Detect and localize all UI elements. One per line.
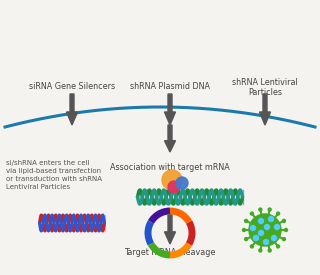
Text: siRNA Gene Silencers: siRNA Gene Silencers (29, 82, 115, 91)
Circle shape (249, 214, 281, 246)
FancyArrow shape (164, 215, 175, 244)
Circle shape (259, 249, 262, 252)
Circle shape (284, 229, 287, 232)
Circle shape (265, 224, 269, 230)
Circle shape (263, 240, 268, 244)
Text: Association with target mRNA: Association with target mRNA (110, 163, 230, 172)
Circle shape (162, 170, 182, 190)
Circle shape (259, 208, 262, 211)
Circle shape (268, 208, 271, 211)
Circle shape (275, 224, 279, 230)
FancyArrow shape (67, 94, 77, 125)
Circle shape (283, 219, 285, 222)
Circle shape (251, 212, 253, 215)
Circle shape (244, 238, 248, 241)
FancyArrow shape (260, 94, 270, 125)
Text: shRNA Lentiviral
Particles: shRNA Lentiviral Particles (232, 78, 298, 97)
Circle shape (244, 219, 248, 222)
Circle shape (259, 230, 263, 235)
Text: Target mRNA cleavage: Target mRNA cleavage (124, 248, 216, 257)
Circle shape (251, 226, 255, 230)
Circle shape (168, 181, 180, 193)
Circle shape (276, 212, 280, 215)
Circle shape (283, 238, 285, 241)
Circle shape (251, 245, 253, 248)
Circle shape (259, 219, 263, 224)
Text: si/shRNA enters the cell
via lipid-based transfection
or transduction with shRNA: si/shRNA enters the cell via lipid-based… (6, 160, 102, 190)
Circle shape (276, 245, 280, 248)
Circle shape (243, 229, 245, 232)
FancyArrow shape (164, 125, 175, 152)
Circle shape (253, 235, 259, 241)
Circle shape (271, 235, 276, 241)
FancyArrow shape (164, 94, 175, 125)
Circle shape (268, 216, 274, 221)
Circle shape (176, 177, 188, 189)
Circle shape (268, 249, 271, 252)
Text: shRNA Plasmid DNA: shRNA Plasmid DNA (130, 82, 210, 91)
